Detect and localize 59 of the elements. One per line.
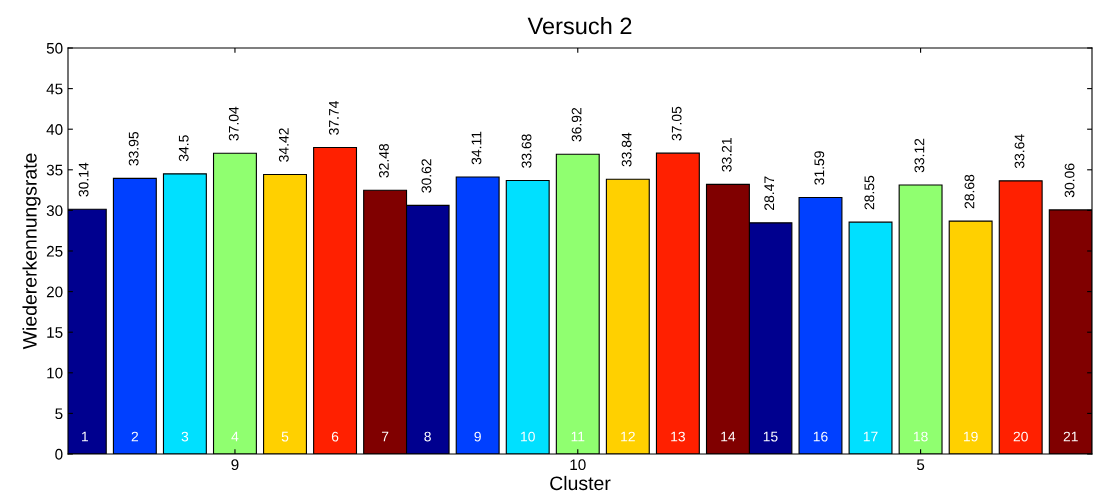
- data-label: 31.59: [814, 151, 825, 185]
- annotation: 6: [331, 431, 339, 442]
- data-label: 34.11: [471, 131, 482, 165]
- x-axis-title: Cluster: [550, 475, 611, 491]
- annotation: 4: [231, 431, 239, 442]
- y-tick-label: 30: [46, 205, 63, 217]
- annotation: 17: [863, 431, 878, 442]
- annotation: 16: [813, 431, 828, 442]
- data-label: 28.68: [964, 174, 975, 209]
- y-tick-label: 25: [46, 245, 63, 257]
- data-label: 30.62: [421, 159, 432, 193]
- data-label: 30.14: [78, 162, 89, 197]
- annotation: 20: [1013, 431, 1028, 442]
- annotation: 19: [963, 431, 978, 442]
- annotation: 13: [671, 431, 685, 442]
- annotation: 18: [913, 431, 928, 442]
- y-tick-label: 35: [46, 164, 63, 176]
- data-label: 33.68: [521, 134, 532, 168]
- y-tick-label: 50: [46, 42, 63, 54]
- annotation: 11: [571, 431, 585, 442]
- data-label: 30.06: [1064, 163, 1075, 198]
- x-tick-label: 10: [570, 459, 586, 471]
- data-label: 33.64: [1014, 134, 1025, 169]
- data-label: 32.48: [379, 143, 389, 178]
- y-tick-label: 40: [46, 124, 63, 135]
- annotation: 9: [474, 431, 481, 442]
- annotation: 5: [281, 431, 289, 442]
- data-label: 37.04: [228, 106, 239, 141]
- y-tick-label: 45: [46, 83, 63, 95]
- data-label: 33.12: [914, 138, 925, 173]
- chart-title: Versuch 2: [527, 17, 632, 35]
- x-tick-label: 9: [231, 459, 239, 471]
- annotation: 1: [82, 431, 88, 442]
- y-tick-label: 10: [47, 367, 63, 379]
- data-label: 34.42: [278, 128, 289, 162]
- annotation: 7: [381, 431, 389, 442]
- data-label: 37.74: [328, 101, 339, 135]
- annotation: 2: [131, 431, 139, 442]
- data-label: 28.47: [764, 176, 775, 210]
- x-tick-label: 5: [916, 459, 925, 471]
- y-tick-label: 0: [55, 448, 63, 460]
- data-label: 33.21: [721, 138, 732, 172]
- annotation: 8: [424, 431, 431, 442]
- data-label: 33.95: [128, 131, 139, 166]
- y-tick-label: 15: [47, 327, 63, 338]
- annotation: 10: [521, 431, 535, 442]
- data-label: 34.5: [178, 135, 189, 162]
- annotation: 21: [1063, 431, 1078, 442]
- data-label: 37.05: [671, 106, 682, 141]
- data-label: 28.55: [864, 175, 875, 210]
- annotation: 3: [181, 431, 189, 442]
- data-label: 36.92: [571, 107, 582, 142]
- y-tick-label: 20: [46, 286, 63, 298]
- y-axis-title: Wiedererkennungsrate: [22, 153, 41, 350]
- annotation: 14: [721, 431, 736, 442]
- annotation: 12: [621, 431, 635, 442]
- data-label: 33.84: [621, 132, 632, 167]
- annotation: 15: [763, 431, 778, 442]
- y-tick-label: 5: [55, 408, 63, 420]
